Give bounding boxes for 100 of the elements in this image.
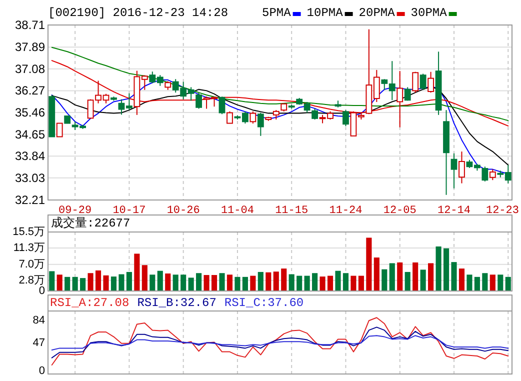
bar: [56, 274, 62, 291]
candlestick: [404, 86, 411, 102]
candlestick: [218, 96, 226, 115]
bar: [342, 273, 349, 291]
candlestick: [250, 110, 256, 124]
bar: [482, 273, 488, 291]
bar: [103, 275, 109, 291]
bar: [428, 263, 434, 291]
bar: [458, 268, 465, 291]
x-tick-label: 10-26: [166, 205, 200, 217]
bar: [150, 274, 156, 291]
line-series: [51, 326, 509, 358]
candlestick: [196, 92, 202, 110]
bar: [474, 276, 480, 291]
y-tick-label: 33.03: [14, 170, 46, 185]
candlestick: [482, 166, 488, 182]
bar: [72, 276, 78, 291]
bar: [165, 273, 171, 291]
bar: [134, 254, 140, 291]
bar: [80, 278, 86, 291]
bar: [327, 276, 334, 291]
legend-label: 5PMA: [262, 6, 292, 20]
x-tick-label: 11-24: [329, 205, 363, 217]
candlestick: [420, 73, 426, 90]
candlestick: [428, 71, 434, 94]
bar: [172, 274, 178, 291]
candlestick: [257, 112, 264, 136]
y-tick-label: 32.21: [14, 193, 46, 207]
candlestick: [412, 71, 419, 94]
bar: [358, 276, 364, 291]
bar: [126, 272, 132, 291]
bar: [118, 274, 124, 291]
chart-title: [002190] 2016-12-23 14:28: [48, 6, 228, 20]
candlestick: [272, 110, 280, 120]
bar: [273, 272, 279, 291]
bar: [312, 273, 318, 291]
legend-label: 10PMA: [306, 6, 344, 20]
x-tick-label: 12-14: [437, 205, 471, 217]
bar: [505, 276, 511, 291]
bar: [382, 269, 388, 291]
bar: [204, 275, 210, 291]
legend-label: 20PMA: [358, 6, 396, 20]
bar: [374, 258, 380, 291]
bar: [157, 270, 163, 291]
y-tick-label: 7.0万: [18, 258, 45, 270]
bar: [389, 263, 395, 291]
x-tick-label: 11-15: [275, 205, 308, 217]
y-tick-label: 47: [32, 336, 45, 349]
bar: [404, 272, 410, 291]
bar: [219, 273, 225, 291]
candlestick: [489, 168, 496, 181]
y-tick-label: 34.65: [14, 127, 46, 142]
x-tick-label: 12-23: [486, 205, 519, 217]
line-series: [51, 46, 509, 122]
bar: [196, 273, 202, 291]
bar: [180, 274, 186, 291]
y-tick-label: 33.84: [14, 149, 46, 164]
bar: [142, 265, 148, 291]
bar: [266, 272, 272, 291]
bar: [95, 270, 102, 291]
bar: [234, 276, 240, 291]
bar: [188, 278, 194, 291]
x-tick-label: 12-05: [383, 205, 416, 217]
bar: [412, 262, 418, 291]
bar: [288, 274, 294, 291]
bar: [350, 276, 356, 291]
bar: [242, 276, 248, 291]
y-tick-label: 15.5万: [12, 226, 45, 238]
y-tick-label: 38.71: [14, 18, 46, 32]
bar: [490, 274, 496, 291]
x-tick-label: 10-17: [112, 205, 146, 217]
y-tick-label: 0: [38, 285, 45, 297]
legend-label: 30PMA: [410, 6, 448, 20]
line-series: [51, 335, 509, 350]
series-label: RSI_A:27.08: [50, 296, 130, 310]
candlestick: [342, 110, 349, 127]
bar: [320, 276, 326, 291]
bar: [443, 248, 450, 291]
bar: [366, 238, 372, 291]
bar: [110, 276, 117, 291]
candlestick: [226, 110, 233, 124]
text: RSI_C:37.60: [224, 296, 304, 310]
bar: [451, 262, 457, 291]
chart-title: 成交量:22677: [51, 216, 130, 230]
candlestick: [56, 122, 63, 138]
bar: [296, 276, 302, 291]
bar: [250, 276, 256, 291]
candlestick: [396, 70, 404, 128]
bar: [281, 268, 287, 291]
candlestick: [450, 152, 458, 189]
y-tick-label: 0: [38, 365, 45, 377]
y-tick-label: 2.8万: [18, 274, 45, 286]
y-tick-label: 84: [32, 314, 45, 327]
line-series: [51, 60, 509, 126]
bar: [88, 273, 94, 291]
bar: [258, 272, 264, 291]
bar: [304, 276, 310, 291]
bar: [498, 274, 504, 291]
line-series: [51, 317, 509, 366]
y-tick-label: 11.3万: [13, 242, 45, 254]
